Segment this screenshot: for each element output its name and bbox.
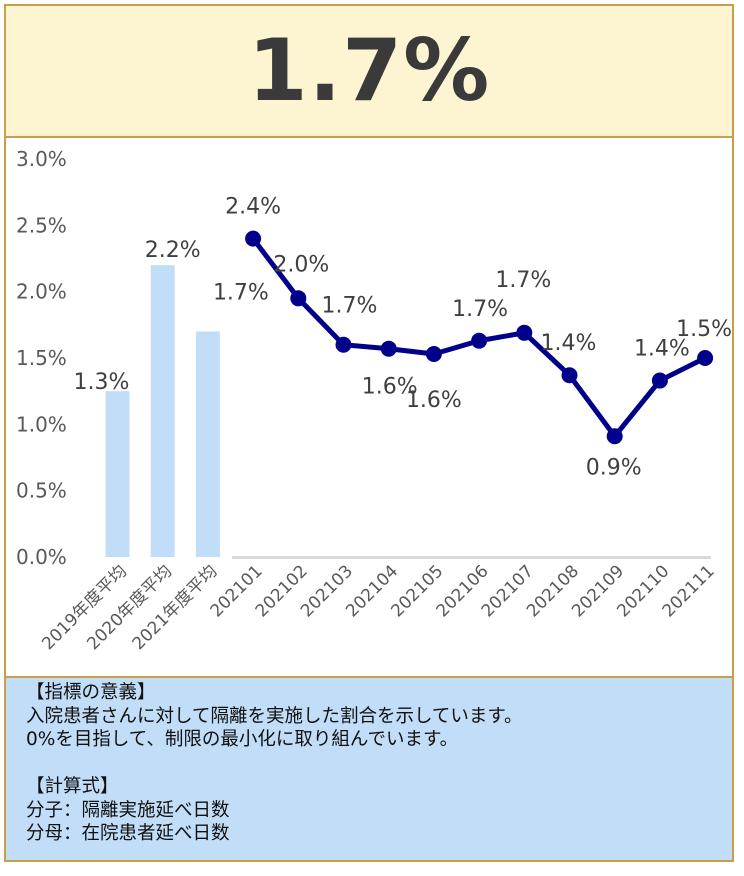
kpi-value: 1.7% [247,21,491,121]
formula-denominator: 分母：在院患者延べ日数 [26,823,230,844]
formula-heading: 【計算式】 [26,776,119,797]
bar-data-label: 2.2% [145,238,201,263]
bar [150,265,175,557]
y-tick-label: 2.5% [16,213,67,237]
line-point [606,428,623,445]
line-data-label: 2.0% [273,252,329,277]
line-point [516,324,533,341]
bar-data-label: 1.3% [74,370,130,395]
meaning-heading: 【指標の意義】 [26,682,156,703]
line-point [697,350,714,366]
bar-data-label: 1.7% [213,280,269,305]
y-tick-label: 1.0% [16,412,67,436]
description-panel: 【指標の意義】 入院患者さんに対して隔離を実施した割合を示しています。 0%を目… [6,676,732,860]
line-point [290,290,307,307]
indicator-card: 1.7% 0.0% 0.5% 1.0% 1.5% 2.0% 2.5% 3.0% 1.3% 2.2… [4,4,734,862]
y-tick-label: 0.0% [16,545,67,569]
meaning-text-1: 入院患者さんに対して隔離を実施した割合を示しています。 [26,705,523,727]
y-tick-label: 3.0% [16,147,67,171]
y-tick-label: 2.0% [16,280,67,304]
kpi-header: 1.7% [6,6,732,138]
formula-numerator: 分子：隔離実施延べ日数 [26,799,230,821]
line-data-label: 1.7% [452,297,508,322]
bar [195,331,220,557]
line-data-label: 1.7% [495,268,551,293]
line-data-label: 1.6% [406,388,462,413]
line-point [561,367,578,384]
bar [105,391,130,557]
line-data-label: 0.9% [586,455,642,480]
line-data-label: 1.5% [676,317,732,342]
line-data-label: 1.4% [541,331,597,356]
y-tick-label: 1.5% [16,346,67,370]
line-point [335,336,352,353]
line-data-label: 1.4% [634,337,690,362]
meaning-text-2: 0%を目指して、制限の最小化に取り組んでいます。 [26,729,459,750]
line-point [425,346,442,363]
line-data-label: 2.4% [225,195,281,220]
blank-line [26,752,732,776]
y-tick-label: 0.5% [16,479,67,503]
line-point [380,340,397,357]
line-data-label: 1.6% [362,375,418,400]
line-data-label: 1.7% [322,294,378,319]
line-point [245,230,262,247]
line-point [471,332,488,349]
chart-area: 0.0% 0.5% 1.0% 1.5% 2.0% 2.5% 3.0% 1.3% 2.2% 1.7%… [6,138,732,676]
line-point [651,372,668,389]
